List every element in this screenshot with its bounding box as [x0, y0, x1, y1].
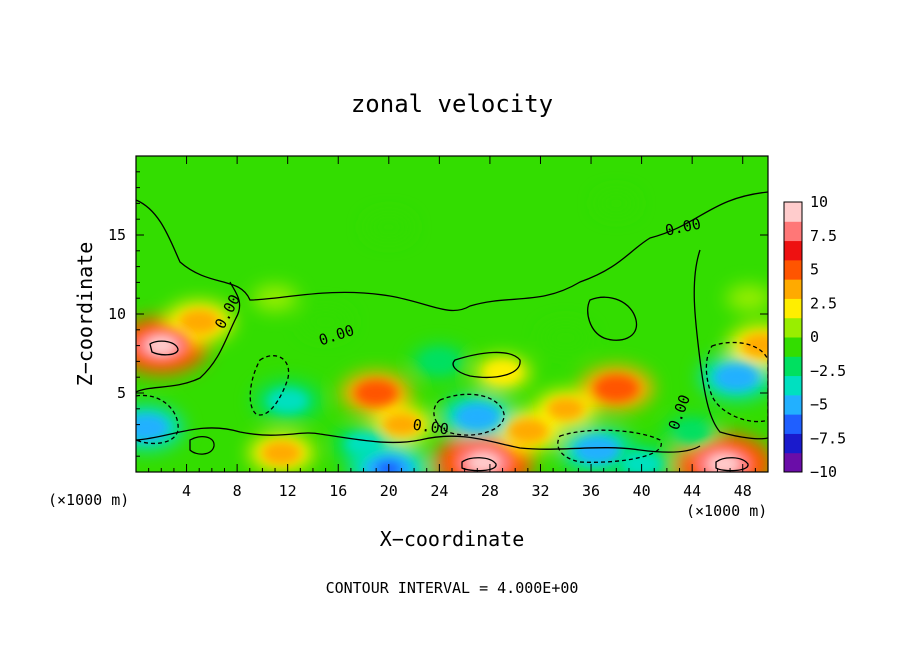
colorbar-swatch — [784, 375, 802, 396]
warm-core-contour-2 — [461, 457, 497, 472]
y-axis-ticks: 5 10 15 — [108, 171, 768, 457]
warm-core-contour-3 — [715, 457, 749, 472]
field-feature — [366, 213, 412, 241]
colorbar-swatch — [784, 414, 802, 434]
field-feature-core — [675, 422, 709, 443]
colorbar-tick-label: 7.5 — [810, 227, 837, 245]
zero-contour-right — [693, 249, 768, 440]
contour-label: 0.00 — [412, 416, 450, 439]
field-feature-core — [507, 418, 549, 444]
zero-contour-low — [136, 427, 701, 453]
x-unit-left: (×1000 m) — [48, 491, 129, 509]
colorbar-tick-label: −7.5 — [810, 429, 846, 447]
zero-contour-blob-1 — [452, 351, 521, 378]
field-feature-core — [621, 451, 662, 472]
colorbar-swatch — [784, 394, 802, 415]
field-feature-core — [422, 351, 456, 372]
chart-title: zonal velocity — [351, 90, 553, 118]
field-feature — [726, 285, 768, 312]
field-feature-core — [454, 403, 500, 431]
field-feature-core — [486, 362, 520, 383]
y-axis-label: Z−coordinate — [73, 242, 97, 387]
colorbar: 10 7.5 5 2.5 0 −2.5 −5 −7.5 −10 — [783, 193, 846, 481]
field-feature-core — [575, 436, 620, 464]
colorbar-swatch — [784, 337, 802, 357]
contour-lines — [136, 191, 768, 472]
colorbar-tick-label: 2.5 — [810, 294, 837, 312]
warm-core-contour — [149, 340, 179, 356]
colorbar-swatch — [784, 240, 802, 261]
colorbar-tick-label: 0 — [810, 328, 819, 346]
x-tick-label: 44 — [683, 482, 701, 500]
colorbar-swatch — [784, 259, 802, 280]
zero-contour-mid — [136, 281, 241, 393]
field-feature — [541, 323, 591, 352]
field-feature-core — [267, 388, 309, 414]
y-tick-label: 5 — [117, 384, 126, 402]
field-feature-core — [354, 380, 398, 406]
x-axis-label: X−coordinate — [380, 527, 525, 551]
x-tick-label: 40 — [633, 482, 651, 500]
zero-contour-upper — [136, 191, 768, 312]
x-tick-label: 32 — [531, 482, 549, 500]
field-feature — [301, 307, 350, 337]
negative-contour-2 — [249, 355, 290, 416]
negative-contour-5 — [705, 341, 768, 423]
x-tick-label: 20 — [380, 482, 398, 500]
colorbar-swatch — [784, 317, 802, 338]
x-tick-label: 36 — [582, 482, 600, 500]
x-tick-label: 4 — [182, 482, 191, 500]
y-tick-label: 15 — [108, 226, 126, 244]
colorbar-swatch — [784, 221, 802, 242]
colorbar-tick-label: −5 — [810, 396, 828, 414]
x-axis-ticks: 4 8 12 16 20 24 28 32 36 40 44 48 — [148, 156, 756, 500]
field-feature — [596, 192, 636, 215]
negative-contour-3 — [433, 393, 505, 436]
x-unit-right: (×1000 m) — [686, 502, 767, 520]
field-feature-core — [136, 414, 169, 442]
colorbar-tick-label: 5 — [810, 261, 819, 279]
colorbar-tick-label: 10 — [810, 193, 828, 211]
plot-area: 0.000.000.000.00 0.00 — [136, 156, 768, 472]
colorbar-swatch — [784, 452, 802, 473]
field-feature-peak — [146, 336, 177, 355]
x-tick-label: 16 — [329, 482, 347, 500]
x-tick-label: 8 — [233, 482, 242, 500]
negative-contour-1 — [136, 394, 179, 445]
field-feature-core — [547, 397, 585, 420]
colorbar-swatch — [784, 202, 802, 222]
y-tick-label: 10 — [108, 305, 126, 323]
colorbar-swatch — [784, 356, 802, 377]
field-feature-core — [741, 333, 768, 358]
zero-contour-blob-2 — [587, 296, 638, 341]
colorbar-swatch — [784, 279, 802, 299]
x-tick-label: 24 — [430, 482, 448, 500]
field-feature-core — [714, 363, 759, 391]
field-feature-core — [178, 309, 220, 335]
x-tick-label: 48 — [734, 482, 752, 500]
zero-contour-blob-3 — [189, 435, 215, 455]
contour-interval-note: CONTOUR INTERVAL = 4.000E+00 — [326, 579, 579, 597]
colorbar-swatch — [784, 433, 802, 454]
field-feature-core — [382, 413, 420, 436]
field-feature-core — [594, 374, 639, 402]
colorbar-tick-label: −10 — [810, 463, 837, 481]
colorbar-frame — [783, 201, 803, 473]
x-tick-label: 28 — [481, 482, 499, 500]
field-feature-core — [345, 432, 382, 455]
negative-contour-4 — [557, 429, 662, 463]
x-tick-label: 12 — [279, 482, 297, 500]
colorbar-tick-label: −2.5 — [810, 362, 846, 380]
field-feature-core — [261, 441, 301, 465]
colorbar-swatch — [784, 298, 802, 319]
